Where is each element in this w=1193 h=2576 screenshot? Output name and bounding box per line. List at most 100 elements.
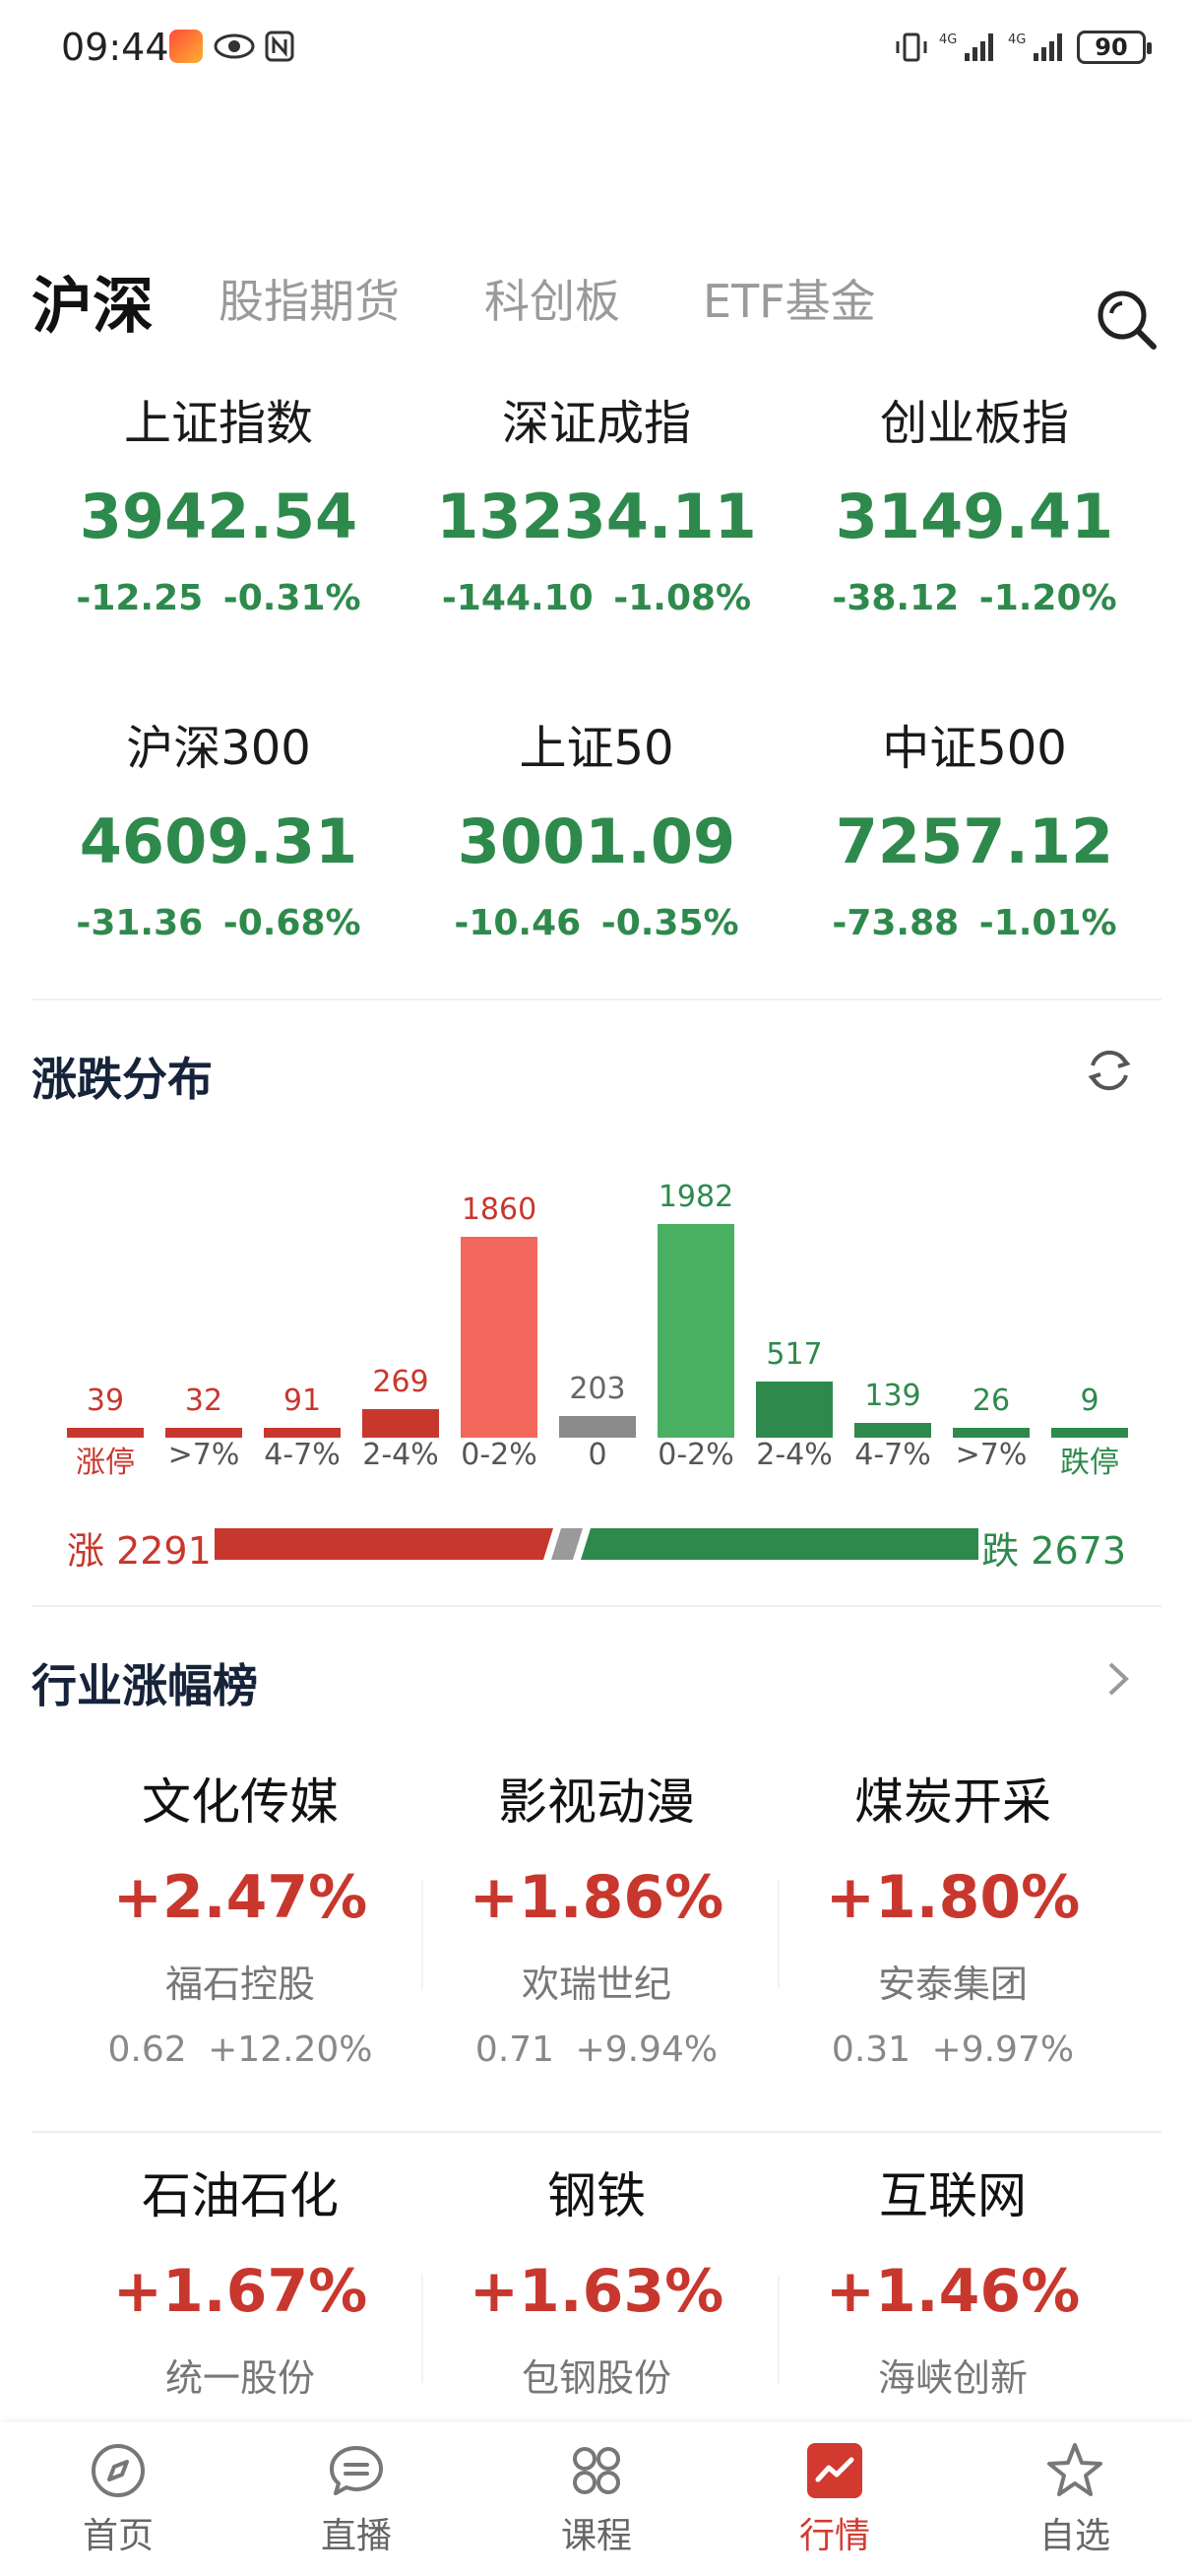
flat-ratio-segment <box>551 1528 583 1560</box>
compass-icon <box>92 2444 145 2497</box>
distribution-bar <box>756 1382 833 1438</box>
distribution-bar <box>1051 1428 1128 1438</box>
distribution-title: 涨跌分布 <box>31 1053 213 1106</box>
bottom-nav: 首页 直播 课程 行情 自选 <box>0 2422 1193 2576</box>
bar-value-label: 39 <box>86 1384 125 1418</box>
distribution-bar-group: 139 <box>854 1083 931 1438</box>
index-card[interactable]: 沪深300 4609.31 -31.36 -0.68% <box>20 709 417 943</box>
industry-title[interactable]: 行业涨幅榜 <box>31 1659 258 1712</box>
distribution-chart: 39 32 91 269 1860 203 1982 517 139 26 9 <box>0 1132 1193 1487</box>
index-value: 3001.09 <box>457 805 736 877</box>
nav-market[interactable]: 行情 <box>766 2440 904 2558</box>
industry-card[interactable]: 影视动漫 +1.86% 欢瑞世纪 0.71 +9.94% <box>419 1763 774 2070</box>
leading-stock: 海峡创新 <box>877 2356 1028 2400</box>
leading-stock: 欢瑞世纪 <box>521 1963 671 2006</box>
index-change-pct: -0.35% <box>600 903 739 943</box>
nav-live[interactable]: 直播 <box>287 2440 425 2558</box>
industry-pct: +1.86% <box>469 1863 724 1932</box>
stock-pct: +9.94% <box>575 2029 719 2070</box>
index-change-abs: -144.10 <box>441 578 594 618</box>
bar-value-label: 9 <box>1080 1384 1099 1418</box>
bar-value-label: 139 <box>864 1379 921 1413</box>
industry-card[interactable]: 石油石化 +1.67% 统一股份 <box>63 2157 417 2402</box>
industry-name: 煤炭开采 <box>854 1773 1051 1831</box>
index-card[interactable]: 创业板指 3149.41 -38.12 -1.20% <box>776 384 1173 618</box>
category-label: 4-7% <box>854 1438 931 1472</box>
bar-value-label: 32 <box>184 1384 223 1418</box>
nav-watchlist[interactable]: 自选 <box>1006 2440 1144 2558</box>
signal-label-1: 4G <box>939 32 957 47</box>
distribution-bar-group: 203 <box>559 1083 636 1438</box>
index-change-pct: -1.08% <box>613 578 752 618</box>
index-value: 3149.41 <box>835 481 1114 552</box>
nav-courses[interactable]: 课程 <box>528 2440 665 2558</box>
category-label: 4-7% <box>264 1438 341 1472</box>
index-card[interactable]: 上证50 3001.09 -10.46 -0.35% <box>398 709 795 943</box>
signal-icon: 4G <box>939 32 993 61</box>
industry-card[interactable]: 煤炭开采 +1.80% 安泰集团 0.31 +9.97% <box>776 1763 1130 2070</box>
distribution-bar-group: 32 <box>165 1083 242 1438</box>
chart-icon <box>807 2443 862 2498</box>
category-label: 0 <box>588 1438 607 1472</box>
distribution-bar <box>461 1237 537 1438</box>
industry-card[interactable]: 互联网 +1.46% 海峡创新 <box>776 2157 1130 2402</box>
up-ratio-segment <box>215 1528 553 1560</box>
signal-label-2: 4G <box>1008 32 1026 47</box>
distribution-bar-group: 1982 <box>658 1083 734 1438</box>
industry-name: 影视动漫 <box>498 1773 695 1831</box>
category-label: 跌停 <box>1060 1446 1119 1480</box>
industry-card[interactable]: 文化传媒 +2.47% 福石控股 0.62 +12.20% <box>63 1763 417 2070</box>
distribution-bar <box>165 1428 242 1438</box>
tab-index-futures[interactable]: 股指期货 <box>219 275 400 328</box>
index-change: -38.12 -1.20% <box>776 578 1173 618</box>
index-change-abs: -73.88 <box>832 903 960 943</box>
bar-value-label: 269 <box>372 1365 429 1399</box>
bar-value-label: 91 <box>283 1384 322 1418</box>
battery-indicator: 90 <box>1077 31 1152 64</box>
nav-label: 课程 <box>560 2516 632 2556</box>
industry-pct: +1.63% <box>469 2257 724 2326</box>
industry-pct: +1.80% <box>825 1863 1081 1932</box>
up-down-ratio: 涨 2291 跌 2673 <box>0 1516 1193 1576</box>
index-card[interactable]: 上证指数 3942.54 -12.25 -0.31% <box>20 384 417 618</box>
index-change-pct: -1.20% <box>978 578 1117 618</box>
search-icon[interactable] <box>1093 286 1162 354</box>
distribution-bar-group: 9 <box>1051 1083 1128 1438</box>
stock-price: 0.71 <box>474 2029 555 2070</box>
distribution-bar <box>559 1416 636 1438</box>
tab-etf-fund[interactable]: ETF基金 <box>703 275 876 328</box>
industry-name: 互联网 <box>879 2167 1027 2224</box>
distribution-bar-group: 91 <box>264 1083 341 1438</box>
chevron-right-icon[interactable] <box>1099 1654 1138 1704</box>
tab-star-market[interactable]: 科创板 <box>484 275 620 328</box>
index-change-pct: -0.31% <box>222 578 361 618</box>
index-change-abs: -10.46 <box>454 903 582 943</box>
industry-card[interactable]: 钢铁 +1.63% 包钢股份 <box>419 2157 774 2402</box>
nav-label: 自选 <box>1038 2516 1110 2556</box>
leading-stock: 统一股份 <box>164 2356 315 2400</box>
index-change-pct: -0.68% <box>222 903 361 943</box>
index-value: 7257.12 <box>835 805 1114 877</box>
market-tabs: 沪深 股指期货 科创板 ETF基金 <box>0 266 1193 364</box>
distribution-bar <box>264 1428 341 1438</box>
distribution-bar-group: 517 <box>756 1083 833 1438</box>
signal-icon-2: 4G <box>1008 32 1062 61</box>
leading-stock-detail: 0.31 +9.97% <box>776 2029 1130 2070</box>
index-card[interactable]: 深证成指 13234.11 -144.10 -1.08% <box>398 384 795 618</box>
vibrate-icon <box>896 32 927 62</box>
bar-value-label: 1982 <box>658 1180 734 1214</box>
category-label: >7% <box>167 1438 240 1472</box>
nfc-icon <box>265 31 294 62</box>
industry-pct: +1.67% <box>112 2257 368 2326</box>
category-label: 2-4% <box>362 1438 439 1472</box>
column-separator <box>421 1881 423 1989</box>
ratio-bar <box>215 1528 978 1560</box>
refresh-icon[interactable] <box>1081 1042 1138 1099</box>
tab-hushen[interactable]: 沪深 <box>31 270 155 342</box>
column-separator <box>778 2275 780 2383</box>
nav-label: 直播 <box>320 2516 392 2556</box>
nav-home[interactable]: 首页 <box>49 2440 187 2558</box>
grid-icon <box>573 2447 620 2494</box>
index-card[interactable]: 中证500 7257.12 -73.88 -1.01% <box>776 709 1173 943</box>
status-right-group: 4G 4G 90 <box>894 28 1152 67</box>
